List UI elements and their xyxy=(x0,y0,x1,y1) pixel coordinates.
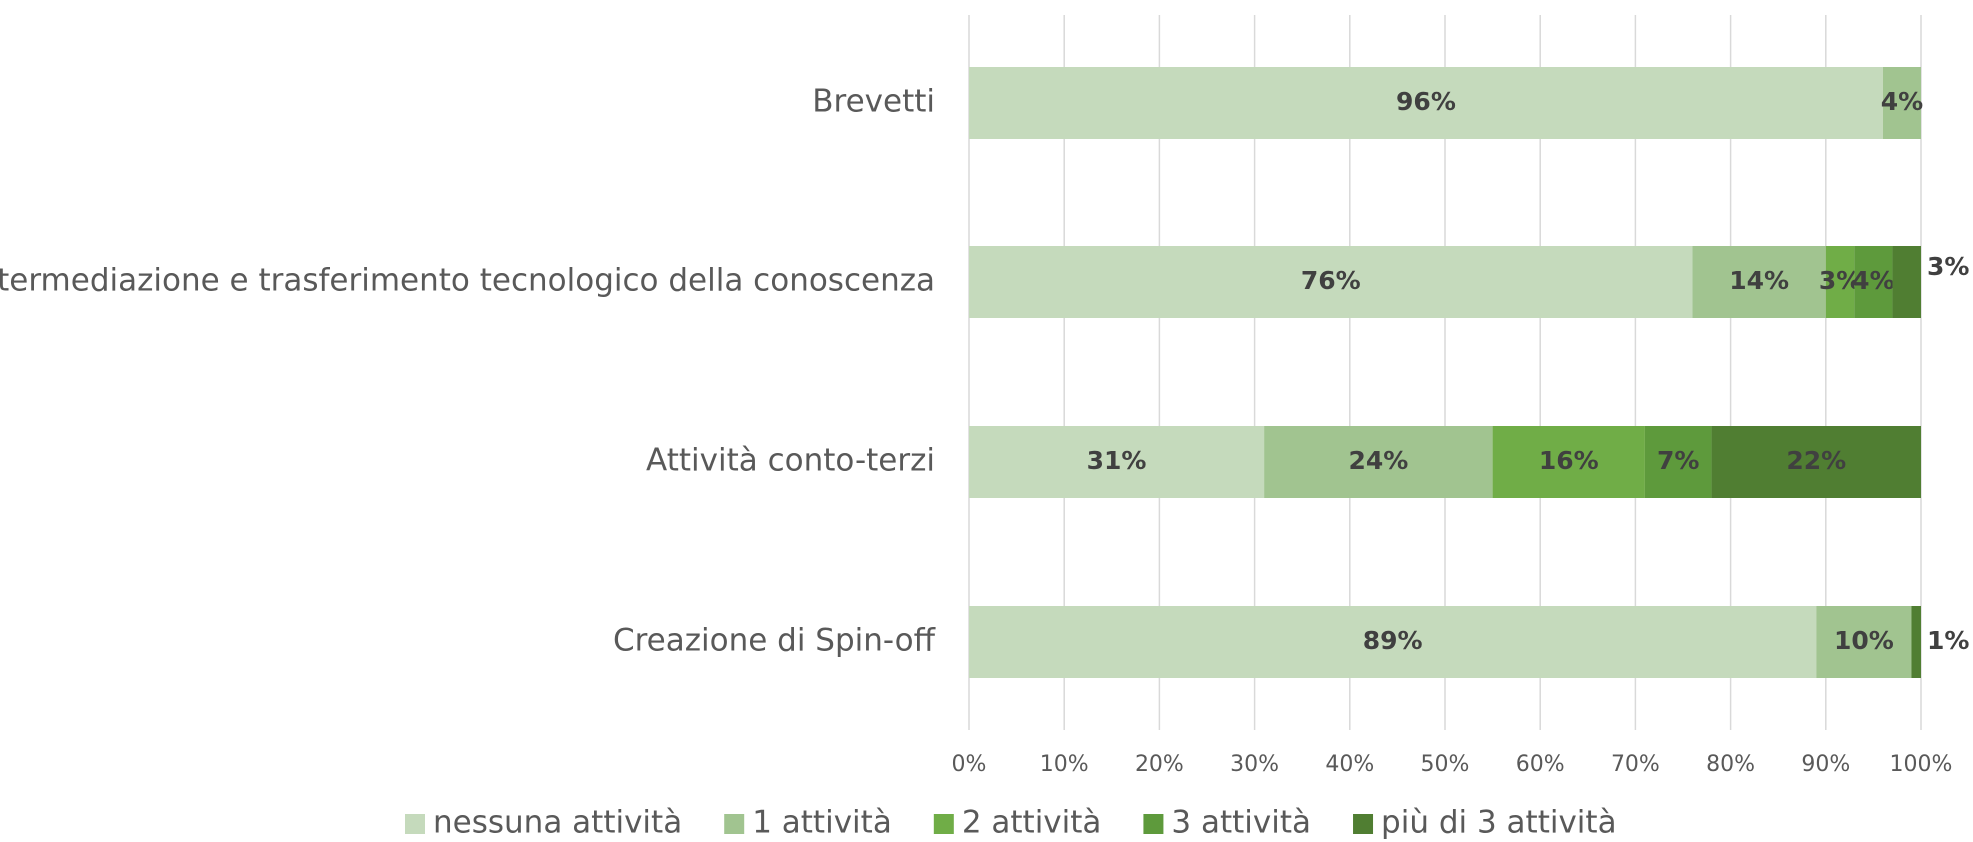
data-label: 4% xyxy=(1852,266,1894,295)
bar-segment xyxy=(969,67,1883,139)
category-label: Attività conto-terzi xyxy=(646,443,935,479)
category-label: Creazione di Spin-off xyxy=(613,623,936,659)
bar-segment xyxy=(969,426,1265,498)
bar-segment xyxy=(1892,246,1921,318)
legend-swatch xyxy=(1353,814,1374,834)
legend-swatch xyxy=(933,814,954,834)
bar-segment xyxy=(1911,606,1921,678)
x-tick-label: 80% xyxy=(1706,752,1755,777)
data-label: 24% xyxy=(1348,446,1408,475)
x-tick-label: 10% xyxy=(1040,752,1089,777)
data-label: 22% xyxy=(1786,446,1846,475)
bar-segment xyxy=(1882,67,1921,139)
x-tick-label: 20% xyxy=(1135,752,1184,777)
category-label: Brevetti xyxy=(812,84,935,120)
data-label: 89% xyxy=(1363,626,1423,655)
data-label: 76% xyxy=(1301,266,1361,295)
legend-label: più di 3 attività xyxy=(1381,805,1617,841)
x-tick-label: 40% xyxy=(1325,752,1374,777)
data-label: 96% xyxy=(1396,87,1456,116)
data-label: 31% xyxy=(1087,446,1147,475)
bar-segment xyxy=(1854,246,1893,318)
legend-swatch xyxy=(1143,814,1164,834)
x-tick-label: 0% xyxy=(952,752,987,777)
legend-label: 2 attività xyxy=(962,805,1102,841)
x-tick-label: 100% xyxy=(1890,752,1953,777)
bar-segment xyxy=(969,606,1817,678)
data-label: 10% xyxy=(1834,626,1894,655)
bar-segment xyxy=(1825,246,1855,318)
bar-segment xyxy=(1816,606,1912,678)
bar-segment xyxy=(1711,426,1921,498)
legend-swatch xyxy=(724,814,745,834)
data-label: 4% xyxy=(1881,87,1923,116)
legend-label: 3 attività xyxy=(1171,805,1311,841)
data-label: 3% xyxy=(1927,252,1969,281)
legend-label: 1 attività xyxy=(752,805,892,841)
legend-swatch xyxy=(405,814,425,834)
x-tick-label: 30% xyxy=(1230,752,1279,777)
bar-segment xyxy=(1692,246,1826,318)
bar-segment xyxy=(1264,426,1493,498)
x-tick-label: 50% xyxy=(1421,752,1470,777)
data-label: 1% xyxy=(1927,626,1969,655)
bar-segment xyxy=(969,246,1693,318)
bar-segment xyxy=(1644,426,1712,498)
bar-segment xyxy=(1492,426,1645,498)
legend-label: nessuna attività xyxy=(433,805,682,841)
data-label: 16% xyxy=(1539,446,1599,475)
data-label: 14% xyxy=(1729,266,1789,295)
x-tick-label: 90% xyxy=(1801,752,1850,777)
data-label: 7% xyxy=(1657,446,1699,475)
data-label: 3% xyxy=(1819,266,1861,295)
category-label: Intermediazione e trasferimento tecnolog… xyxy=(0,263,935,299)
x-tick-label: 60% xyxy=(1516,752,1565,777)
x-tick-label: 70% xyxy=(1611,752,1660,777)
